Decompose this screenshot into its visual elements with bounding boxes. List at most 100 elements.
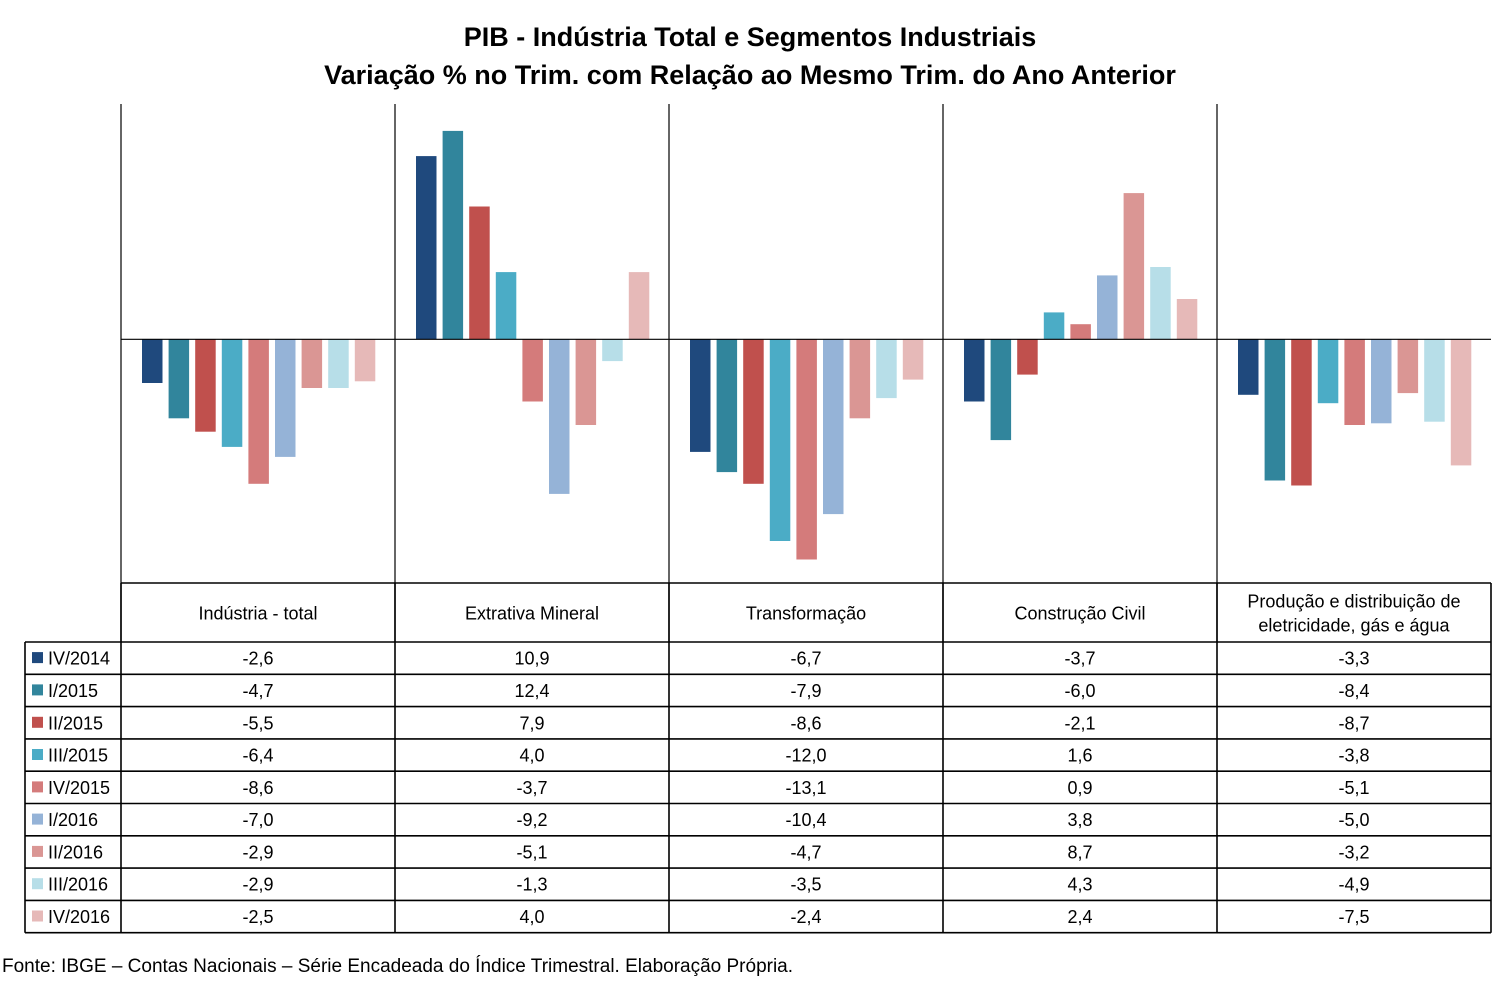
data-value-label: -9,2 [516,810,547,830]
bar [495,272,517,340]
data-value-label: 2,4 [1067,907,1092,927]
bar [522,339,543,402]
legend-label: I/2015 [48,681,98,701]
data-value-label: -4,7 [790,842,821,862]
bar [1317,339,1339,404]
data-value-label: -2,9 [242,875,273,895]
bar [275,339,296,457]
bar [628,272,650,340]
legend-swatch [32,716,43,728]
bar [195,339,216,432]
data-value-label: 8,7 [1067,842,1092,862]
bar [716,339,738,473]
bar [823,339,844,515]
bar [796,339,817,560]
data-value-label: -4,9 [1338,875,1369,895]
legend-swatch [32,910,43,922]
bar [328,339,349,388]
data-value-label: -3,2 [1338,842,1369,862]
bar [469,206,490,340]
bar [1150,267,1171,340]
bar [1123,193,1145,340]
bar [1291,339,1312,486]
table-text: Indústria - total Extrativa Mineral Transf… [32,592,1461,927]
bar [849,339,871,419]
data-value-label: -8,6 [790,713,821,733]
data-value-label: -8,7 [1338,713,1369,733]
bar [602,339,623,362]
category-label: Extrativa Mineral [465,604,599,624]
table-gridlines [24,104,1492,934]
bar [416,156,437,340]
category-label: Construção Civil [1014,604,1145,624]
bar [442,130,464,340]
legend-label: IV/2014 [48,649,110,669]
data-value-label: -2,4 [790,907,821,927]
legend-swatch [32,878,43,890]
bar [1424,339,1445,422]
data-value-label: -2,6 [242,649,273,669]
legend-swatch [32,749,43,760]
legend-swatch [32,813,43,825]
bar [1371,339,1392,424]
bar [142,339,163,383]
bar [1070,324,1091,340]
data-value-label: -2,5 [242,907,273,927]
bar [1017,339,1038,375]
chart-title-line1: PIB - Indústria Total e Segmentos Indust… [463,22,1037,52]
legend-swatch [32,652,43,664]
legend-label: II/2015 [48,713,103,733]
bar [1043,312,1065,340]
data-value-label: 4,0 [519,746,544,766]
chart-title-line2: Variação % no Trim. com Relação ao Mesmo… [324,60,1176,90]
source-note: Fonte: IBGE – Contas Nacionais – Série E… [2,956,794,977]
bar [1176,299,1198,340]
data-value-label: -5,5 [242,713,273,733]
data-value-label: -3,8 [1338,746,1369,766]
data-value-label: -3,3 [1338,649,1369,669]
data-value-label: -7,0 [242,810,273,830]
data-value-label: -6,4 [242,746,273,766]
data-value-label: -6,0 [1064,681,1095,701]
data-value-label: 0,9 [1067,778,1092,798]
data-value-label: 3,8 [1067,810,1092,830]
data-value-label: -3,7 [516,778,547,798]
chart-title: PIB - Indústria Total e Segmentos Indust… [0,18,1500,94]
bar [575,339,597,425]
bar [769,339,791,541]
bar [876,339,897,399]
data-value-label: -3,7 [1064,649,1095,669]
data-value-label: 12,4 [514,681,549,701]
data-value-label: -4,7 [242,681,273,701]
data-value-label: 4,0 [519,907,544,927]
bar [248,339,269,484]
data-value-label: -7,9 [790,681,821,701]
data-value-label: -13,1 [785,778,826,798]
bar [354,339,376,382]
legend-label: I/2016 [48,810,98,830]
category-label: Produção e distribuição de [1247,592,1460,612]
legend-label: IV/2015 [48,778,110,798]
data-value-label: -7,5 [1338,907,1369,927]
data-value-label: -8,4 [1338,681,1369,701]
bar [902,339,924,380]
data-value-label: 10,9 [514,649,549,669]
bar [1450,339,1472,466]
legend-label: IV/2016 [48,907,110,927]
bar [221,339,243,447]
bar [1238,339,1259,395]
category-label: eletricidade, gás e água [1258,616,1450,636]
bar [1397,339,1419,394]
data-value-label: -5,1 [516,842,547,862]
bar [964,339,985,402]
data-value-label: 7,9 [519,713,544,733]
data-value-label: -2,1 [1064,713,1095,733]
data-value-label: 1,6 [1067,746,1092,766]
legend-swatch [32,684,43,696]
bar [1097,275,1118,340]
data-value-label: -8,6 [242,778,273,798]
bars-layer [142,130,1472,560]
legend-label: III/2015 [48,746,108,766]
bar [301,339,323,388]
bar [549,339,570,494]
